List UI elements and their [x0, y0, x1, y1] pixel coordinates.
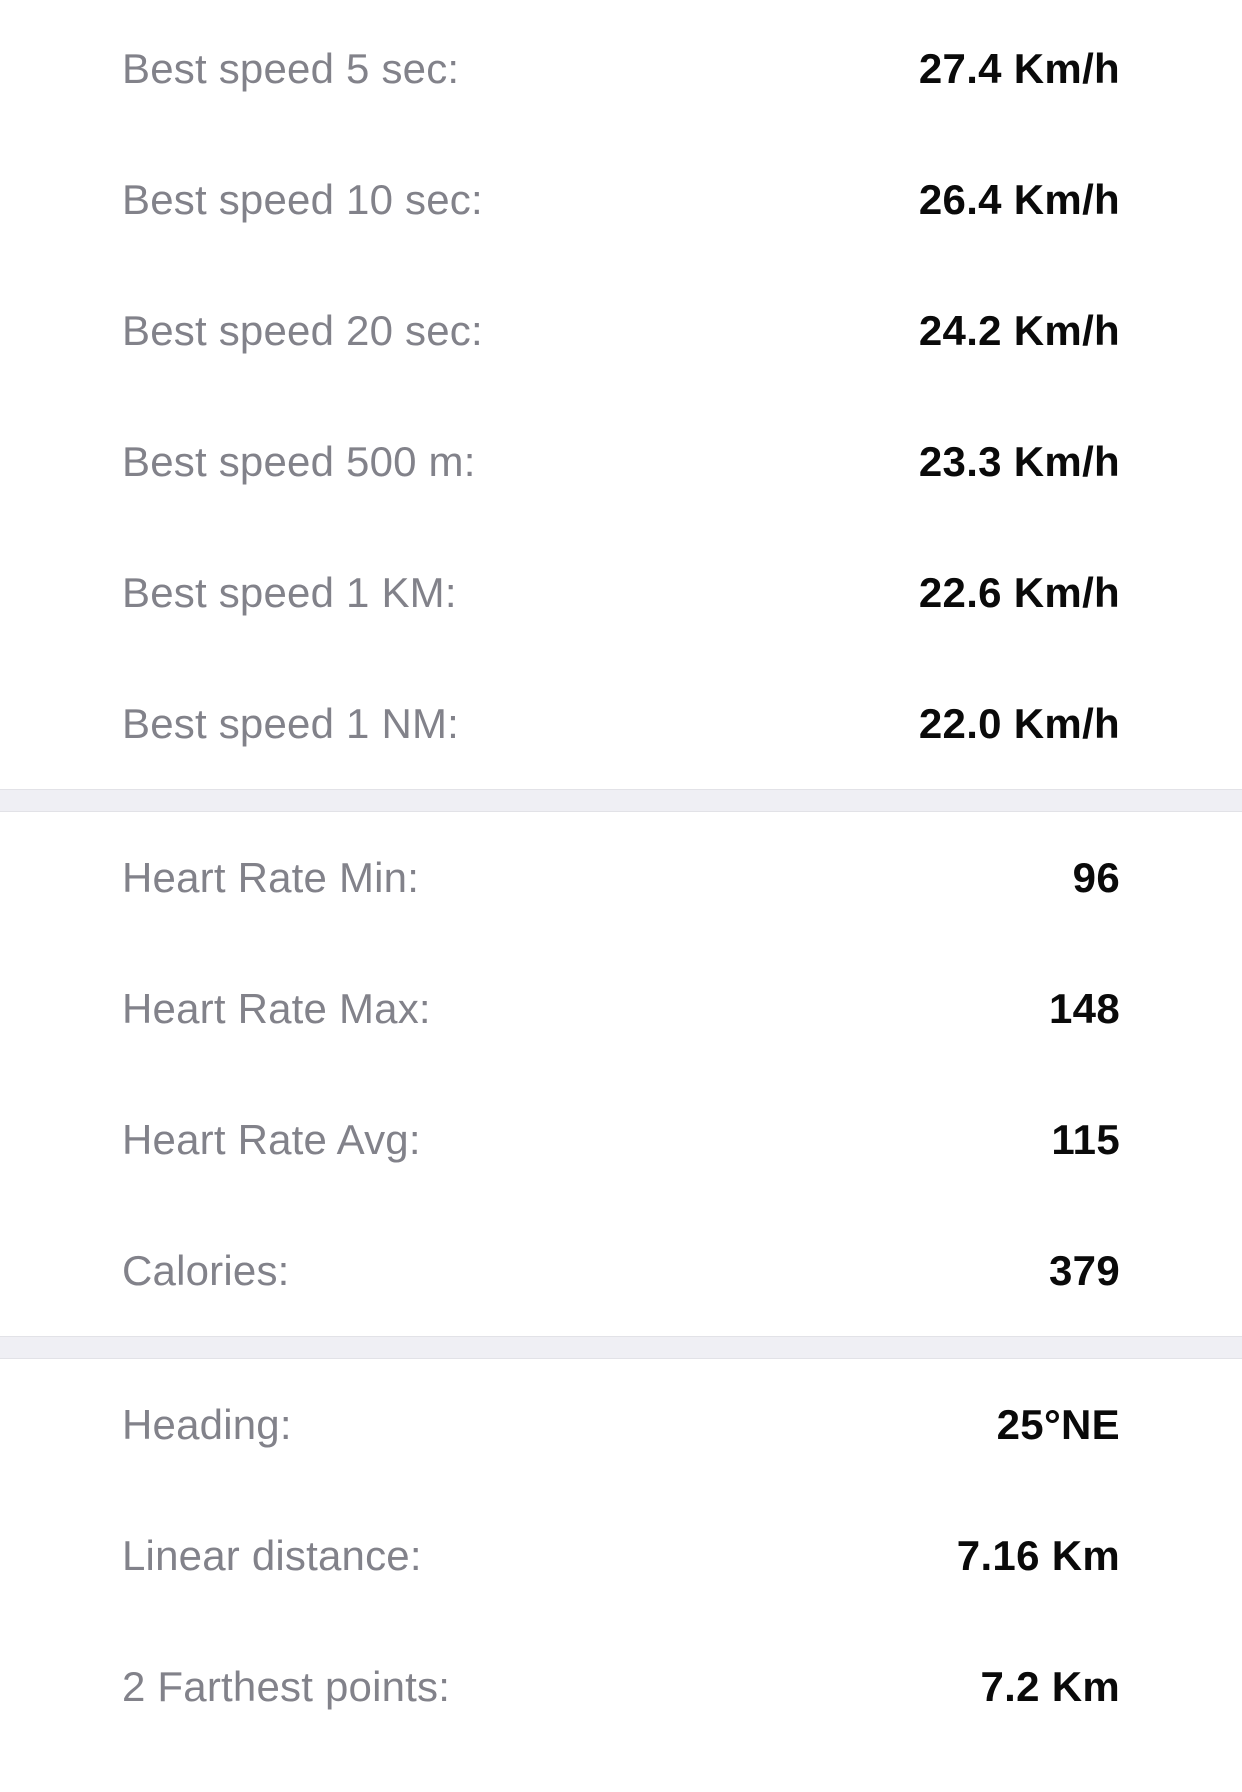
stat-value: 25°NE	[996, 1400, 1120, 1448]
stat-value: 22.0 Km/h	[918, 699, 1120, 747]
stat-value: 22.6 Km/h	[918, 568, 1120, 616]
stat-label: Heart Rate Max:	[122, 984, 431, 1032]
stat-label: Heart Rate Min:	[122, 853, 420, 901]
stat-row: Best speed 1 NM: 22.0 Km/h	[0, 658, 1242, 789]
stat-label: Best speed 5 sec:	[122, 44, 460, 92]
section-divider	[0, 1336, 1242, 1359]
stat-value: 115	[1051, 1115, 1120, 1163]
stat-label: 2 Farthest points:	[122, 1662, 451, 1710]
stats-scroll-area[interactable]: Best speed 5 sec: 27.4 Km/h Best speed 10 …	[0, 0, 1242, 1752]
stat-label: Best speed 10 sec:	[122, 175, 483, 223]
stat-row: Heart Rate Avg: 115	[0, 1074, 1242, 1205]
stat-row: Linear distance: 7.16 Km	[0, 1490, 1242, 1621]
stat-value: 27.4 Km/h	[918, 44, 1120, 92]
stat-row: Best speed 500 m: 23.3 Km/h	[0, 396, 1242, 527]
stat-label: Heading:	[122, 1400, 292, 1448]
stat-row: Heart Rate Min: 96	[0, 812, 1242, 943]
stat-label: Best speed 1 NM:	[122, 699, 460, 747]
stat-row: Best speed 20 sec: 24.2 Km/h	[0, 265, 1242, 396]
stat-row: Calories: 379	[0, 1205, 1242, 1336]
stat-label: Best speed 500 m:	[122, 437, 476, 485]
stat-row: Heart Rate Max: 148	[0, 943, 1242, 1074]
stat-value: 23.3 Km/h	[918, 437, 1120, 485]
stat-label: Best speed 1 KM:	[122, 568, 457, 616]
stat-value: 7.2 Km	[980, 1662, 1120, 1710]
stat-label: Linear distance:	[122, 1531, 422, 1579]
stat-value: 26.4 Km/h	[918, 175, 1120, 223]
stat-value: 7.16 Km	[956, 1531, 1120, 1579]
stat-label: Heart Rate Avg:	[122, 1115, 421, 1163]
stat-row: Best speed 10 sec: 26.4 Km/h	[0, 134, 1242, 265]
stat-value: 379	[1049, 1246, 1120, 1294]
stats-section-best-speeds: Best speed 5 sec: 27.4 Km/h Best speed 10 …	[0, 3, 1242, 789]
stat-label: Best speed 20 sec:	[122, 306, 483, 354]
stat-label: Calories:	[122, 1246, 290, 1294]
stat-row: Best speed 5 sec: 27.4 Km/h	[0, 3, 1242, 134]
stat-value: 24.2 Km/h	[918, 306, 1120, 354]
stat-value: 148	[1049, 984, 1120, 1032]
stat-row: Best speed 1 KM: 22.6 Km/h	[0, 527, 1242, 658]
stat-value: 96	[1072, 853, 1120, 901]
section-divider	[0, 789, 1242, 812]
stat-row: Heading: 25°NE	[0, 1359, 1242, 1490]
stats-section-heart-rate-calories: Heart Rate Min: 96 Heart Rate Max: 148 Heart…	[0, 812, 1242, 1336]
stats-section-heading-distance: Heading: 25°NE Linear distance: 7.16 Km 2 Fa…	[0, 1359, 1242, 1752]
stat-row: 2 Farthest points: 7.2 Km	[0, 1621, 1242, 1752]
